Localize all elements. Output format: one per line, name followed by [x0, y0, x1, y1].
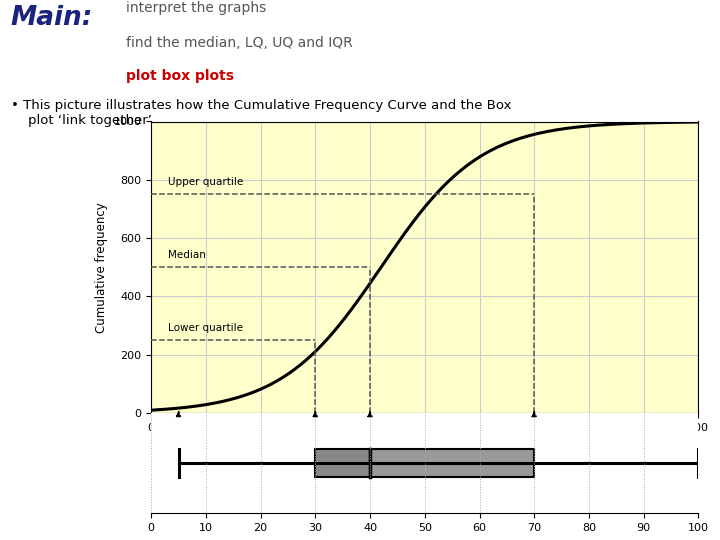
Text: Lower quartile: Lower quartile	[168, 323, 243, 333]
Bar	[315, 449, 370, 477]
Bar	[370, 449, 534, 477]
Text: Median: Median	[168, 250, 205, 260]
Text: interpret the graphs: interpret the graphs	[126, 1, 266, 15]
Text: • This picture illustrates how the Cumulative Frequency Curve and the Box
    pl: • This picture illustrates how the Cumul…	[11, 99, 511, 126]
Text: Upper quartile: Upper quartile	[168, 177, 243, 187]
Text: plot box plots: plot box plots	[126, 69, 234, 83]
Text: Main:: Main:	[11, 5, 93, 31]
Y-axis label: Cumulative frequency: Cumulative frequency	[95, 202, 108, 333]
Text: find the median, LQ, UQ and IQR: find the median, LQ, UQ and IQR	[126, 36, 353, 50]
X-axis label: Score: Score	[408, 436, 442, 449]
